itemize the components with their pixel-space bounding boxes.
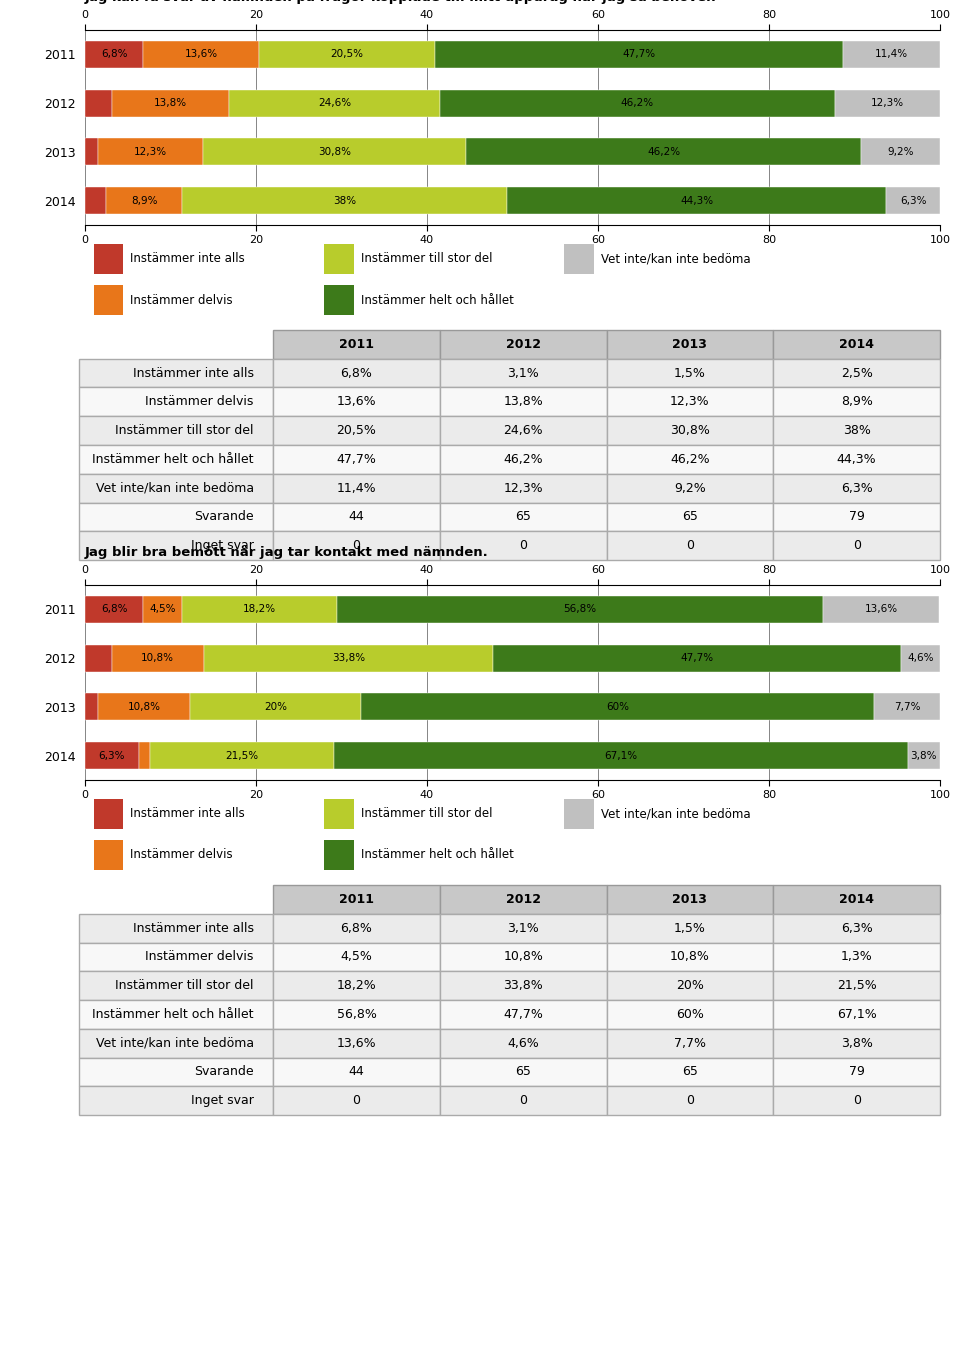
Text: 9,2%: 9,2% <box>887 147 914 157</box>
Bar <box>900 645 940 672</box>
Text: 6,8%: 6,8% <box>101 604 128 615</box>
Text: 13,6%: 13,6% <box>184 49 218 60</box>
Text: 6,3%: 6,3% <box>99 751 125 761</box>
Text: Jag blir bra bemött när jag tar kontakt med nämnden.: Jag blir bra bemött när jag tar kontakt … <box>85 547 489 559</box>
Bar <box>886 187 940 214</box>
Text: 46,2%: 46,2% <box>621 98 654 108</box>
Bar <box>98 139 203 165</box>
Bar <box>98 694 190 720</box>
Text: Vet inte/kan inte bedöma: Vet inte/kan inte bedöma <box>601 252 750 266</box>
Bar <box>440 90 835 116</box>
Text: 3,8%: 3,8% <box>910 751 937 761</box>
Bar <box>93 840 124 870</box>
Bar <box>143 596 181 623</box>
Text: 60%: 60% <box>606 702 629 711</box>
Text: Instämmer delvis: Instämmer delvis <box>131 849 233 861</box>
Text: 21,5%: 21,5% <box>226 751 258 761</box>
Text: Instämmer inte alls: Instämmer inte alls <box>131 807 245 821</box>
Text: 38%: 38% <box>333 196 356 206</box>
Bar <box>229 90 440 116</box>
Bar <box>107 187 182 214</box>
Bar <box>907 743 940 769</box>
Bar <box>467 139 861 165</box>
Text: 6,8%: 6,8% <box>101 49 128 60</box>
Text: 7,7%: 7,7% <box>894 702 921 711</box>
Text: 18,2%: 18,2% <box>243 604 276 615</box>
Text: Instämmer helt och hållet: Instämmer helt och hållet <box>361 849 514 861</box>
Bar <box>324 244 354 274</box>
Bar <box>203 139 467 165</box>
Text: 46,2%: 46,2% <box>647 147 681 157</box>
Bar <box>85 90 111 116</box>
Bar <box>564 799 593 829</box>
Bar <box>150 743 334 769</box>
Text: Instämmer delvis: Instämmer delvis <box>131 293 233 307</box>
Text: 13,8%: 13,8% <box>154 98 187 108</box>
Text: 30,8%: 30,8% <box>318 147 351 157</box>
Bar <box>182 187 508 214</box>
Bar <box>85 743 139 769</box>
Text: 4,6%: 4,6% <box>907 653 933 664</box>
Bar <box>508 187 886 214</box>
Text: Vet inte/kan inte bedöma: Vet inte/kan inte bedöma <box>601 807 750 821</box>
Text: 11,4%: 11,4% <box>875 49 908 60</box>
Bar <box>85 139 98 165</box>
Bar <box>337 596 823 623</box>
Bar <box>334 743 907 769</box>
Bar <box>85 645 111 672</box>
Bar <box>259 41 435 68</box>
Text: 47,7%: 47,7% <box>681 653 713 664</box>
Bar <box>875 694 940 720</box>
Text: 8,9%: 8,9% <box>132 196 157 206</box>
Bar <box>492 645 900 672</box>
Bar <box>361 694 875 720</box>
Text: Jag kan få svar av nämnden på frågor kopplade till mitt uppdrag när jag så behöv: Jag kan få svar av nämnden på frågor kop… <box>85 0 717 4</box>
Text: 13,6%: 13,6% <box>864 604 898 615</box>
Text: Instämmer till stor del: Instämmer till stor del <box>361 252 492 266</box>
Bar <box>111 90 229 116</box>
Text: 12,3%: 12,3% <box>133 147 167 157</box>
Bar <box>85 41 143 68</box>
Text: 10,8%: 10,8% <box>128 702 160 711</box>
Bar <box>181 596 337 623</box>
Bar <box>190 694 361 720</box>
Bar <box>139 743 150 769</box>
Text: 20%: 20% <box>264 702 287 711</box>
Text: 47,7%: 47,7% <box>622 49 655 60</box>
Bar <box>324 799 354 829</box>
Text: 24,6%: 24,6% <box>318 98 351 108</box>
Text: Instämmer helt och hållet: Instämmer helt och hållet <box>361 293 514 307</box>
Bar <box>93 285 124 315</box>
Bar <box>324 840 354 870</box>
Text: 6,3%: 6,3% <box>900 196 926 206</box>
Bar <box>435 41 843 68</box>
Text: Instämmer till stor del: Instämmer till stor del <box>361 807 492 821</box>
Bar <box>85 187 107 214</box>
Bar <box>93 244 124 274</box>
Bar <box>324 285 354 315</box>
Text: 10,8%: 10,8% <box>141 653 174 664</box>
Bar <box>861 139 940 165</box>
Text: 33,8%: 33,8% <box>332 653 365 664</box>
Text: 4,5%: 4,5% <box>149 604 176 615</box>
Text: Instämmer inte alls: Instämmer inte alls <box>131 252 245 266</box>
Text: 12,3%: 12,3% <box>871 98 904 108</box>
Bar <box>564 244 593 274</box>
Bar <box>85 694 98 720</box>
Bar <box>111 645 204 672</box>
Bar <box>823 596 939 623</box>
Bar <box>835 90 940 116</box>
Bar <box>204 645 492 672</box>
Bar <box>843 41 940 68</box>
Bar <box>93 799 124 829</box>
Text: 44,3%: 44,3% <box>681 196 713 206</box>
Bar <box>85 596 143 623</box>
Text: 67,1%: 67,1% <box>604 751 637 761</box>
Bar <box>143 41 259 68</box>
Text: 20,5%: 20,5% <box>330 49 364 60</box>
Text: 56,8%: 56,8% <box>564 604 596 615</box>
